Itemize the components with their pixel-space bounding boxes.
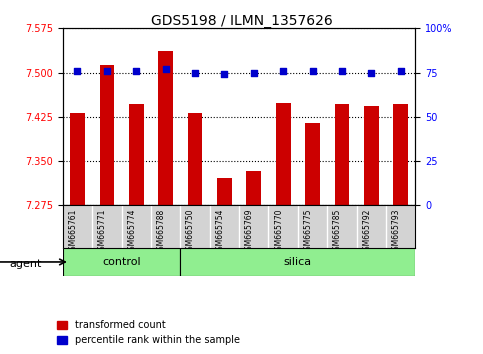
Bar bbox=[335, 104, 349, 205]
Point bbox=[191, 70, 199, 75]
Bar bbox=[364, 106, 379, 205]
Text: control: control bbox=[102, 257, 141, 267]
Text: silica: silica bbox=[284, 257, 312, 267]
Bar bbox=[276, 103, 290, 205]
Bar bbox=[393, 104, 408, 205]
Point bbox=[103, 68, 111, 74]
Legend: transformed count, percentile rank within the sample: transformed count, percentile rank withi… bbox=[53, 316, 243, 349]
Text: GSM665785: GSM665785 bbox=[333, 209, 342, 255]
Text: GSM665774: GSM665774 bbox=[127, 209, 136, 255]
Bar bbox=[180, 248, 415, 276]
Text: GSM665775: GSM665775 bbox=[303, 209, 313, 255]
Point bbox=[338, 68, 346, 74]
Point bbox=[162, 66, 170, 72]
Point bbox=[309, 68, 316, 74]
Text: agent: agent bbox=[10, 259, 42, 269]
Bar bbox=[246, 171, 261, 205]
Text: GSM665788: GSM665788 bbox=[156, 209, 166, 255]
Bar bbox=[305, 123, 320, 205]
Bar bbox=[188, 113, 202, 205]
Point bbox=[397, 68, 405, 74]
Text: GDS5198 / ILMN_1357626: GDS5198 / ILMN_1357626 bbox=[151, 14, 332, 28]
Point bbox=[132, 68, 140, 74]
Text: GSM665770: GSM665770 bbox=[274, 209, 283, 255]
Bar bbox=[70, 113, 85, 205]
Bar bbox=[129, 104, 143, 205]
Text: GSM665769: GSM665769 bbox=[245, 209, 254, 255]
Point bbox=[368, 70, 375, 75]
Text: GSM665750: GSM665750 bbox=[186, 209, 195, 255]
Bar bbox=[99, 65, 114, 205]
Text: GSM665771: GSM665771 bbox=[98, 209, 107, 255]
Text: GSM665754: GSM665754 bbox=[215, 209, 225, 255]
Point bbox=[250, 70, 257, 75]
Bar bbox=[217, 178, 232, 205]
Bar bbox=[63, 248, 180, 276]
Point bbox=[279, 68, 287, 74]
Point bbox=[73, 68, 81, 74]
Text: GSM665793: GSM665793 bbox=[392, 209, 401, 255]
Text: GSM665792: GSM665792 bbox=[362, 209, 371, 255]
Text: GSM665761: GSM665761 bbox=[69, 209, 77, 255]
Point bbox=[221, 72, 228, 77]
Bar bbox=[158, 51, 173, 205]
